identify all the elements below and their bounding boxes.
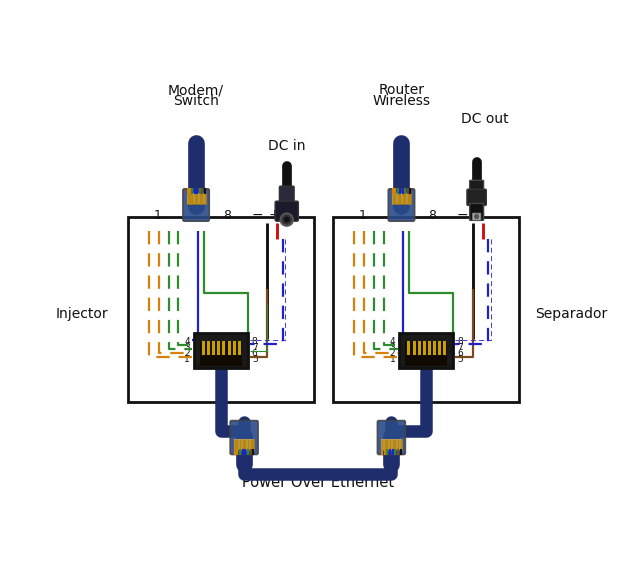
Text: 8: 8 bbox=[428, 209, 436, 222]
Bar bbox=[392, 193, 411, 204]
Text: Power Over Ethernet: Power Over Ethernet bbox=[242, 475, 394, 490]
Text: 7: 7 bbox=[252, 343, 258, 352]
Text: Switch: Switch bbox=[173, 94, 219, 108]
Text: 5: 5 bbox=[252, 356, 258, 364]
Text: Separador: Separador bbox=[534, 307, 607, 321]
Circle shape bbox=[475, 215, 479, 218]
FancyBboxPatch shape bbox=[280, 186, 294, 204]
Text: −: − bbox=[252, 208, 263, 222]
Bar bbox=[399, 333, 453, 368]
FancyBboxPatch shape bbox=[378, 420, 405, 455]
Text: Injector: Injector bbox=[56, 307, 108, 321]
FancyBboxPatch shape bbox=[230, 420, 258, 455]
Bar bbox=[405, 341, 447, 366]
Bar bbox=[193, 333, 248, 368]
Text: DC in: DC in bbox=[268, 139, 306, 153]
FancyBboxPatch shape bbox=[275, 201, 298, 221]
Text: 1: 1 bbox=[153, 209, 161, 222]
Bar bbox=[381, 439, 402, 450]
FancyBboxPatch shape bbox=[388, 189, 415, 221]
Bar bbox=[334, 217, 520, 402]
FancyBboxPatch shape bbox=[470, 181, 484, 191]
Text: Router: Router bbox=[378, 83, 425, 97]
Bar bbox=[200, 341, 242, 366]
Text: +: + bbox=[474, 208, 485, 222]
Text: 8: 8 bbox=[252, 337, 258, 346]
Bar bbox=[187, 193, 205, 204]
FancyBboxPatch shape bbox=[183, 189, 210, 221]
Text: 2: 2 bbox=[389, 349, 396, 358]
FancyBboxPatch shape bbox=[470, 203, 484, 221]
Text: 1: 1 bbox=[389, 356, 396, 364]
Text: +: + bbox=[268, 208, 280, 222]
Text: DC out: DC out bbox=[461, 112, 508, 126]
Bar bbox=[234, 439, 254, 450]
Text: 3: 3 bbox=[184, 343, 190, 352]
Circle shape bbox=[280, 214, 293, 226]
FancyBboxPatch shape bbox=[467, 189, 486, 206]
Text: 6: 6 bbox=[252, 349, 258, 358]
Text: 4: 4 bbox=[389, 337, 396, 346]
Text: 7: 7 bbox=[458, 343, 463, 352]
Circle shape bbox=[285, 217, 289, 222]
Text: 1: 1 bbox=[184, 356, 190, 364]
Text: 3: 3 bbox=[389, 343, 396, 352]
Text: Modem/: Modem/ bbox=[168, 83, 224, 97]
Text: 2: 2 bbox=[184, 349, 190, 358]
Text: 8: 8 bbox=[458, 337, 463, 346]
Bar bbox=[128, 217, 314, 402]
Text: 8: 8 bbox=[223, 209, 231, 222]
Text: 6: 6 bbox=[458, 349, 463, 358]
Text: −: − bbox=[457, 208, 469, 222]
Text: 4: 4 bbox=[184, 337, 190, 346]
Text: Wireless: Wireless bbox=[373, 94, 430, 108]
FancyBboxPatch shape bbox=[472, 213, 481, 220]
Text: 5: 5 bbox=[458, 356, 463, 364]
Text: 1: 1 bbox=[359, 209, 366, 222]
